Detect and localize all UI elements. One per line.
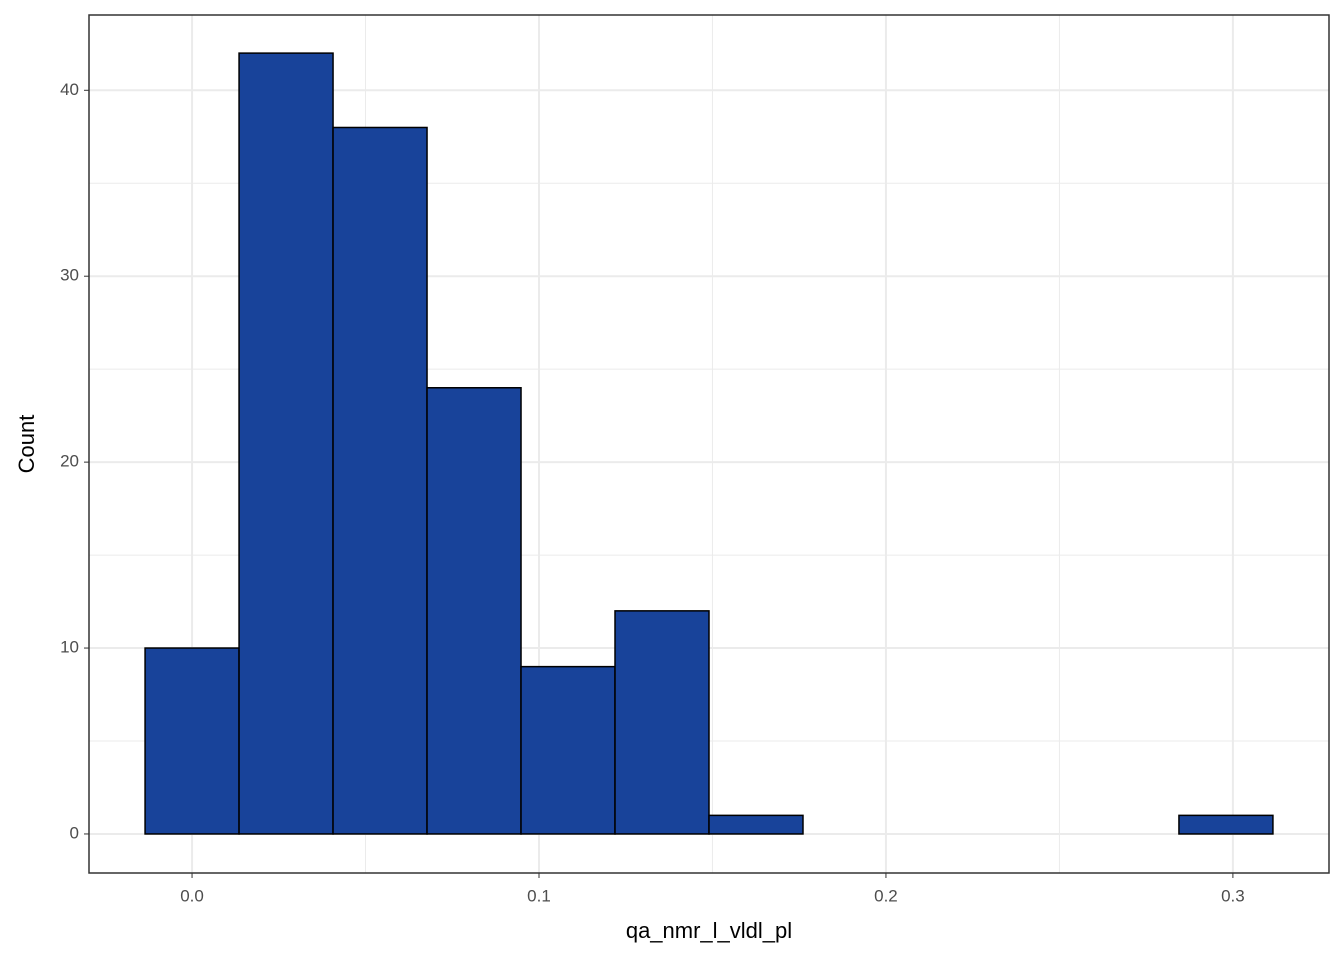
y-axis-title: Count	[14, 415, 39, 474]
bar	[614, 610, 710, 835]
x-tick-label: 0.3	[1221, 886, 1245, 905]
x-tick-label: 0.0	[180, 886, 204, 905]
y-tick-label: 10	[60, 638, 79, 657]
bar	[426, 387, 522, 835]
y-tick-label: 20	[60, 452, 79, 471]
y-tick-label: 40	[60, 80, 79, 99]
x-tick-label: 0.1	[527, 886, 551, 905]
y-tick-label: 30	[60, 266, 79, 285]
y-tick-label: 0	[70, 823, 79, 842]
bar	[238, 52, 334, 835]
bar	[144, 647, 240, 835]
panel-border	[88, 14, 1330, 874]
x-axis-title: qa_nmr_l_vldl_pl	[626, 918, 792, 943]
bar	[708, 814, 804, 835]
bar	[1178, 814, 1274, 835]
bar	[332, 126, 428, 835]
bar	[520, 665, 616, 835]
x-tick-label: 0.2	[874, 886, 898, 905]
